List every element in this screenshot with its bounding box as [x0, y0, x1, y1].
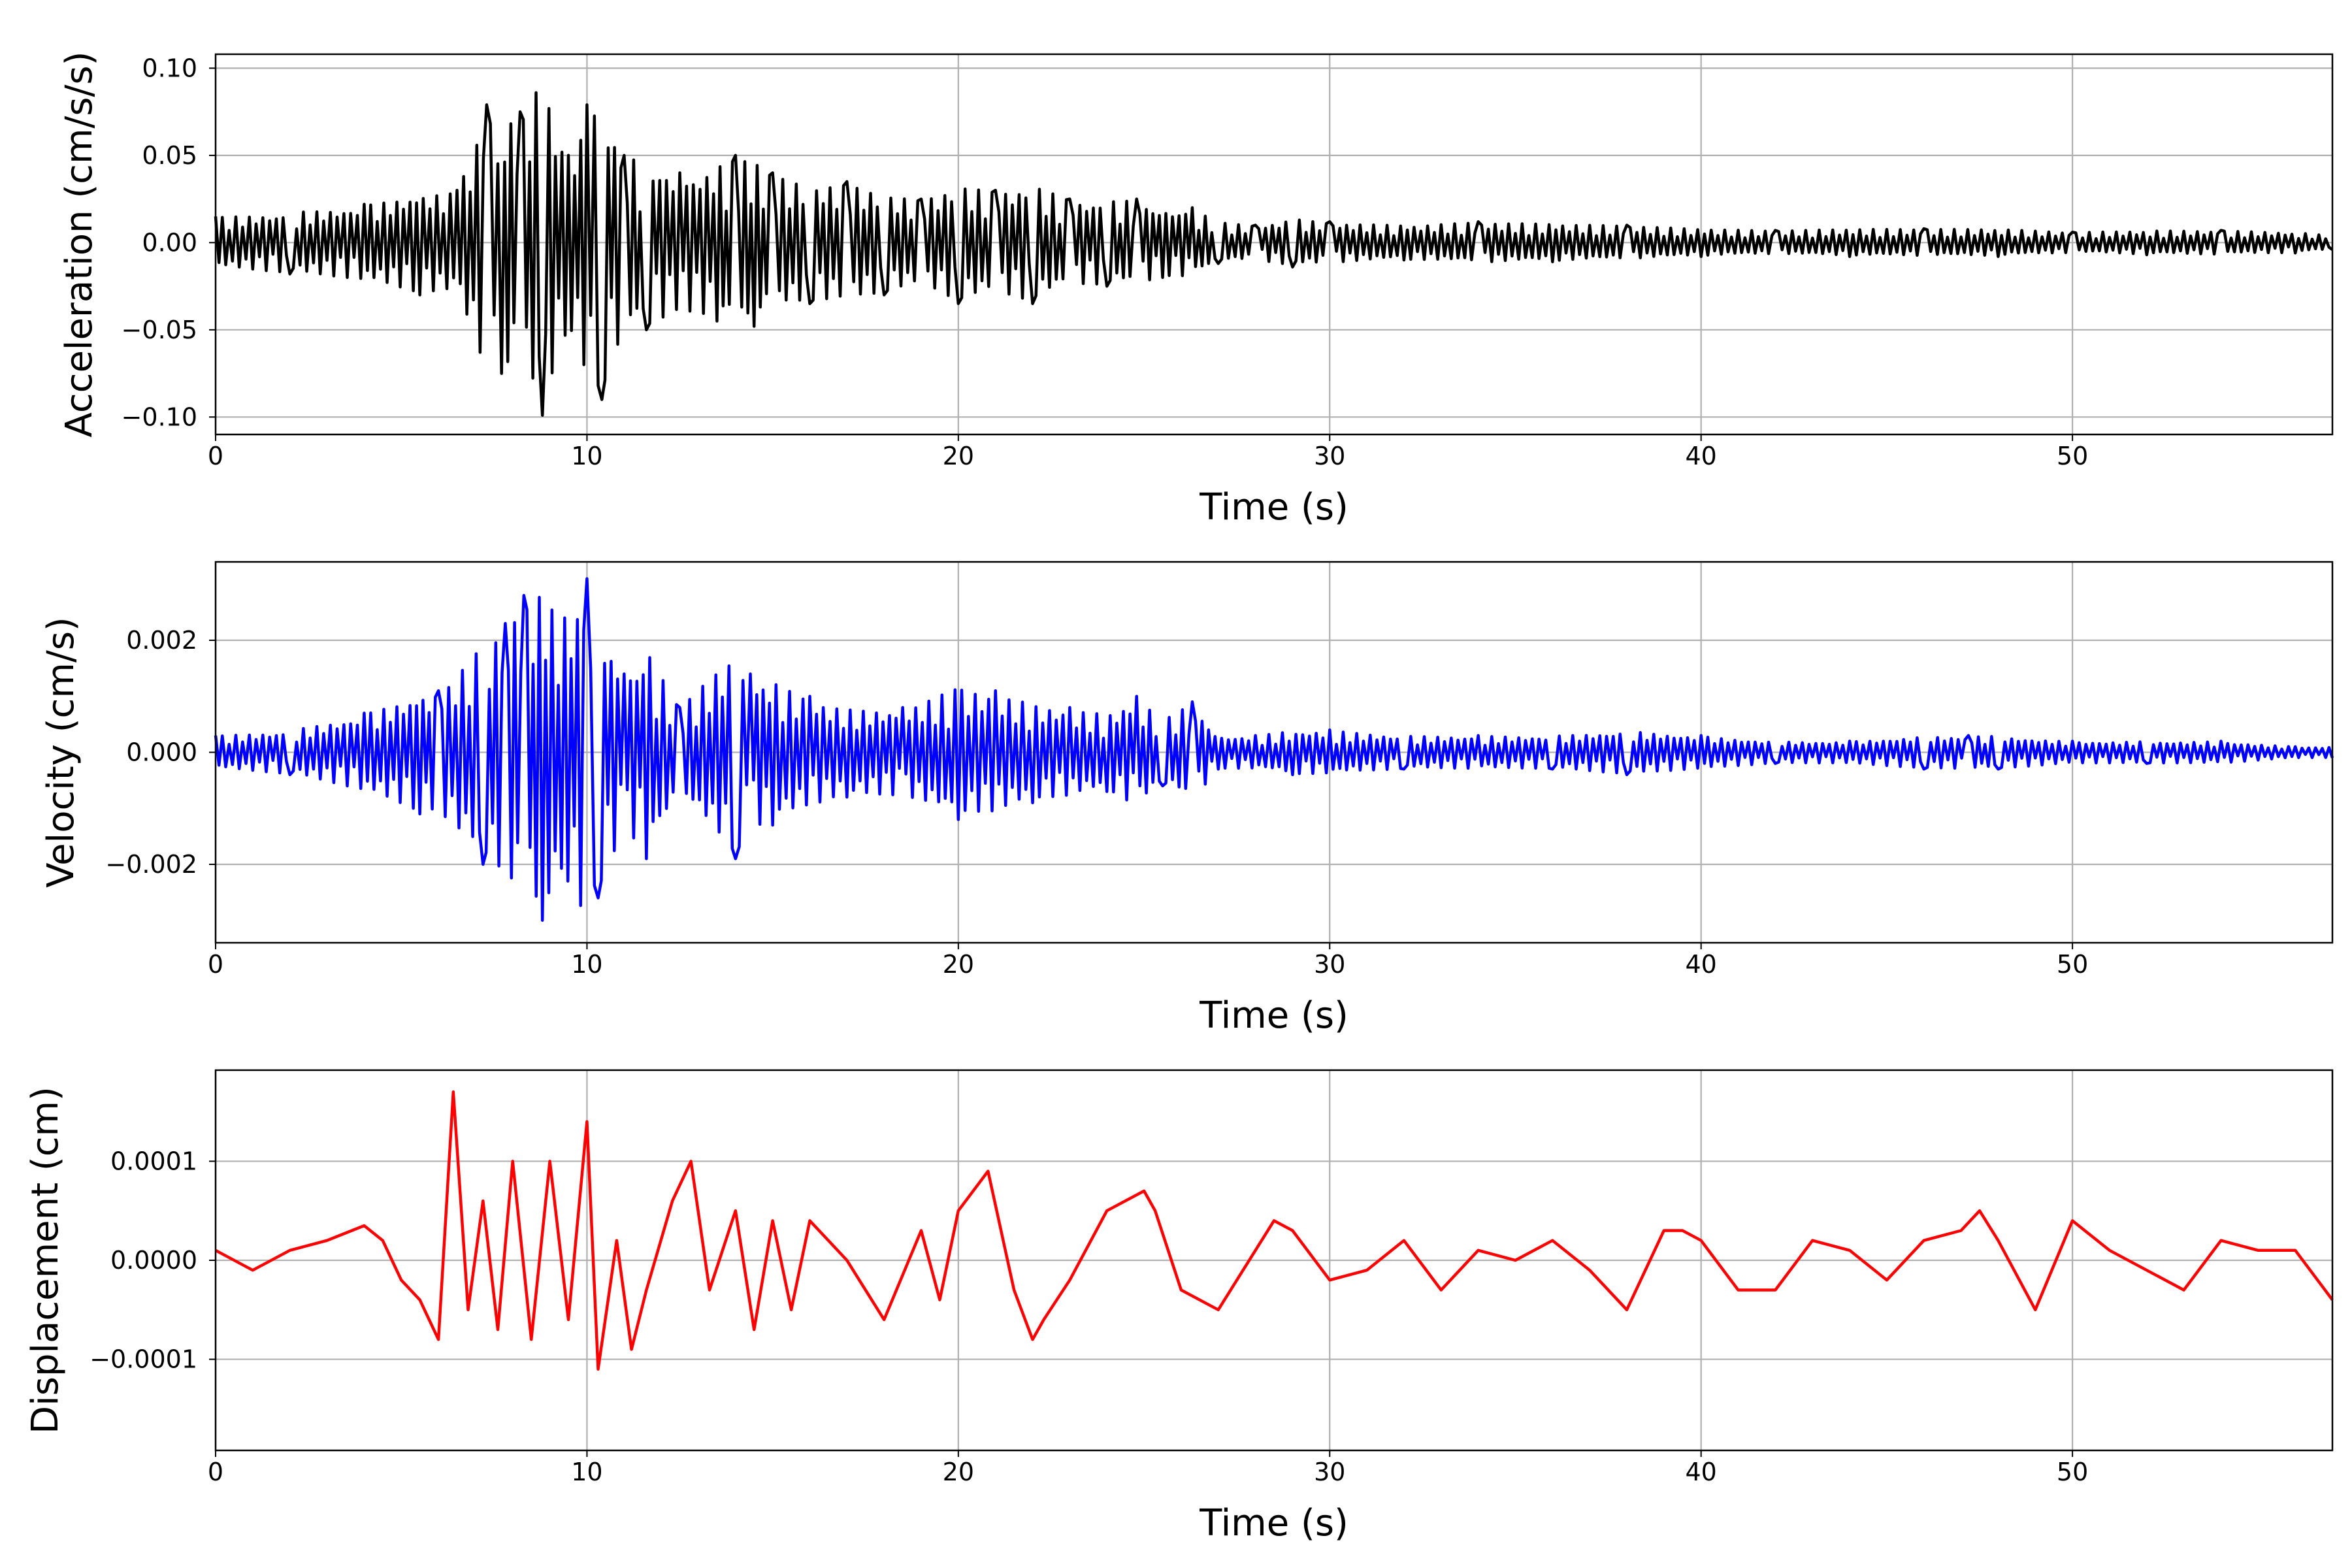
displacement-series-line — [214, 1090, 2334, 1371]
panels: 0 10 20 30 40 50 −0.10 −0.05 0.00 0.05 0.10 Time (s… — [24, 52, 2334, 1544]
displacement-xtick-label-1: 10 — [571, 1458, 602, 1486]
acceleration-xtick-label-5: 50 — [2057, 442, 2088, 470]
acceleration-ylabel: Acceleration (cm/s/s) — [58, 52, 101, 438]
acceleration-ytick-label-0: −0.10 — [122, 402, 197, 431]
velocity-series-line — [214, 577, 2334, 922]
acceleration-ytick-label-4: 0.10 — [142, 54, 197, 82]
acceleration-xtick-label-4: 40 — [1686, 442, 1717, 470]
velocity-xtick-label-0: 0 — [208, 950, 223, 979]
displacement-ytick-label-0: −0.0001 — [90, 1345, 197, 1374]
velocity-xlabel: Time (s) — [1199, 994, 1348, 1037]
displacement-xlabel: Time (s) — [1199, 1502, 1348, 1544]
velocity-panel: 0 10 20 30 40 50 −0.002 0.000 0.002 Time (s) Veloc… — [40, 561, 2334, 1037]
velocity-xtick-label-4: 40 — [1686, 950, 1717, 979]
velocity-ytick-label-0: −0.002 — [105, 850, 197, 879]
acceleration-xtick-label-3: 30 — [1314, 442, 1345, 470]
acceleration-xtick-label-2: 20 — [943, 442, 974, 470]
acceleration-panel: 0 10 20 30 40 50 −0.10 −0.05 0.00 0.05 0.10 Time (s… — [58, 52, 2334, 529]
velocity-xtick-label-1: 10 — [571, 950, 602, 979]
displacement-ylabel: Displacement (cm) — [24, 1086, 67, 1434]
displacement-panel: 0 10 20 30 40 50 −0.0001 0.0000 0.0001 Time (s) Di… — [24, 1069, 2334, 1544]
velocity-xtick-label-3: 30 — [1314, 950, 1345, 979]
velocity-ytick-label-1: 0.000 — [126, 738, 197, 767]
displacement-xtick-label-2: 20 — [943, 1458, 974, 1486]
acceleration-axes-frame — [214, 53, 2334, 436]
acceleration-ytick-label-1: −0.05 — [122, 316, 197, 344]
displacement-ytick-label-1: 0.0000 — [110, 1246, 197, 1275]
velocity-ytick-label-2: 0.002 — [126, 626, 197, 655]
acceleration-series-line — [214, 91, 2334, 417]
acceleration-xtick-label-1: 10 — [571, 442, 602, 470]
velocity-ylabel: Velocity (cm/s) — [40, 617, 82, 888]
acceleration-xtick-label-0: 0 — [208, 442, 223, 470]
velocity-xtick-label-5: 50 — [2057, 950, 2088, 979]
acceleration-xlabel: Time (s) — [1199, 486, 1348, 529]
velocity-xtick-label-2: 20 — [943, 950, 974, 979]
displacement-xtick-label-0: 0 — [208, 1458, 223, 1486]
displacement-xtick-label-5: 50 — [2057, 1458, 2088, 1486]
displacement-xtick-label-3: 30 — [1314, 1458, 1345, 1486]
displacement-xtick-label-4: 40 — [1686, 1458, 1717, 1486]
acceleration-ytick-label-2: 0.00 — [142, 228, 197, 257]
displacement-ytick-label-2: 0.0001 — [110, 1147, 197, 1175]
acceleration-ytick-label-3: 0.05 — [142, 141, 197, 170]
